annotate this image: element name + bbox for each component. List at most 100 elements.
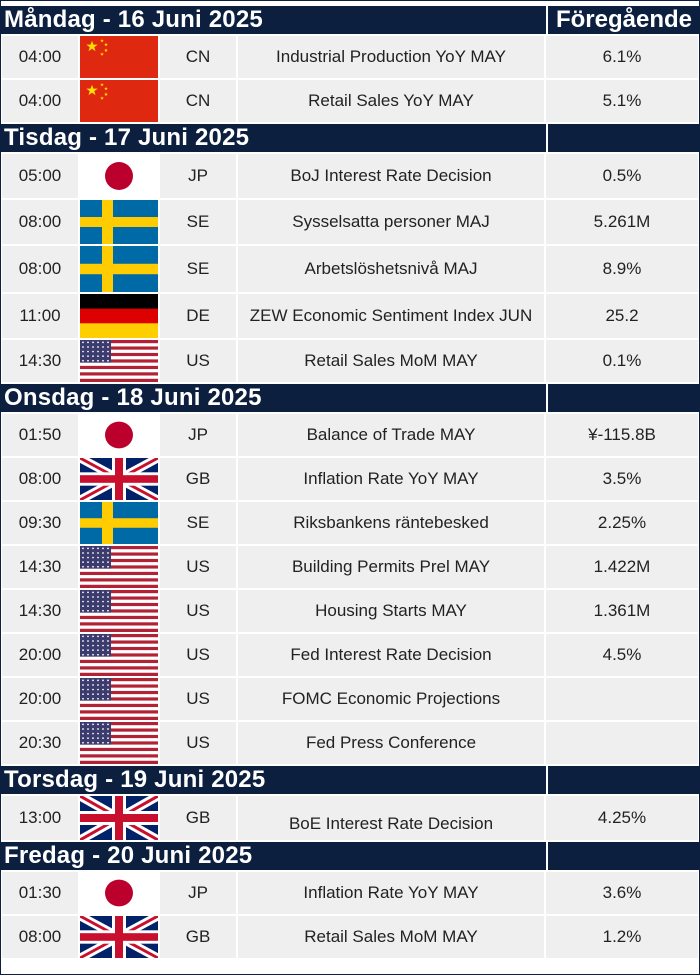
previous-column-header — [546, 124, 700, 152]
country-code: US — [160, 634, 236, 676]
event-name: BoE Interest Rate Decision — [238, 796, 544, 840]
previous-column-header — [546, 384, 700, 412]
event-name: Fed Press Conference — [238, 722, 544, 764]
event-row: 13:00 GB BoE Interest Rate Decision 4.25% — [0, 796, 700, 840]
country-code: JP — [160, 154, 236, 198]
country-code: US — [160, 678, 236, 720]
event-row: 14:30 US Building Permits Prel MAY 1.422M — [0, 546, 700, 588]
event-time: 08:00 — [2, 200, 78, 244]
japan-flag-icon — [80, 154, 158, 198]
day-header: Onsdag - 18 Juni 2025 — [0, 384, 700, 412]
previous-value — [546, 722, 698, 764]
usa-flag-icon — [80, 634, 158, 676]
country-code: JP — [160, 414, 236, 456]
japan-flag-icon — [80, 414, 158, 456]
event-name: Arbetslöshetsnivå MAJ — [238, 246, 544, 292]
usa-flag-icon — [80, 546, 158, 588]
event-row: 14:30 US Retail Sales MoM MAY 0.1% — [0, 340, 700, 382]
japan-flag-icon — [80, 872, 158, 914]
event-time: 01:50 — [2, 414, 78, 456]
event-name: Riksbankens räntebesked — [238, 502, 544, 544]
sweden-flag-icon — [80, 200, 158, 244]
previous-value: 3.6% — [546, 872, 698, 914]
day-header: Torsdag - 19 Juni 2025 — [0, 766, 700, 794]
previous-value: 0.5% — [546, 154, 698, 198]
event-time: 04:00 — [2, 80, 78, 122]
event-time: 08:00 — [2, 246, 78, 292]
usa-flag-icon — [80, 340, 158, 382]
event-time: 09:30 — [2, 502, 78, 544]
previous-column-header — [546, 842, 700, 870]
country-code: SE — [160, 246, 236, 292]
country-code: US — [160, 590, 236, 632]
event-time: 20:30 — [2, 722, 78, 764]
germany-flag-icon — [80, 294, 158, 338]
event-name: Industrial Production YoY MAY — [238, 36, 544, 78]
sweden-flag-icon — [80, 246, 158, 292]
event-name: Balance of Trade MAY — [238, 414, 544, 456]
event-time: 14:30 — [2, 590, 78, 632]
event-row: 01:30 JP Inflation Rate YoY MAY 3.6% — [0, 872, 700, 914]
event-time: 08:00 — [2, 916, 78, 958]
event-name: FOMC Economic Projections — [238, 678, 544, 720]
usa-flag-icon — [80, 590, 158, 632]
event-time: 20:00 — [2, 678, 78, 720]
event-name: ZEW Economic Sentiment Index JUN — [238, 294, 544, 338]
previous-value: 1.361M — [546, 590, 698, 632]
event-name: Retail Sales MoM MAY — [238, 340, 544, 382]
event-time: 14:30 — [2, 340, 78, 382]
previous-column-header: Föregående — [546, 6, 700, 34]
event-name: Sysselsatta personer MAJ — [238, 200, 544, 244]
country-code: CN — [160, 36, 236, 78]
event-time: 05:00 — [2, 154, 78, 198]
day-label: Måndag - 16 Juni 2025 — [4, 6, 263, 33]
event-name: BoJ Interest Rate Decision — [238, 154, 544, 198]
country-code: US — [160, 722, 236, 764]
event-row: 08:00 GB Retail Sales MoM MAY 1.2% — [0, 916, 700, 958]
previous-value: 4.25% — [546, 796, 698, 840]
country-code: DE — [160, 294, 236, 338]
event-row: 11:00 DE ZEW Economic Sentiment Index JUN 2… — [0, 294, 700, 338]
previous-column-header — [546, 766, 700, 794]
event-row: 04:00 CN Industrial Production YoY MAY 6.1% — [0, 36, 700, 78]
country-code: CN — [160, 80, 236, 122]
china-flag-icon — [80, 36, 158, 78]
event-time: 08:00 — [2, 458, 78, 500]
previous-value: 4.5% — [546, 634, 698, 676]
previous-value — [546, 678, 698, 720]
previous-value: 25.2 — [546, 294, 698, 338]
uk-flag-icon — [80, 916, 158, 958]
previous-value: 1.422M — [546, 546, 698, 588]
event-time: 14:30 — [2, 546, 78, 588]
previous-value: 1.2% — [546, 916, 698, 958]
china-flag-icon — [80, 80, 158, 122]
country-code: GB — [160, 458, 236, 500]
previous-value: 5.261M — [546, 200, 698, 244]
event-name: Building Permits Prel MAY — [238, 546, 544, 588]
previous-value: 5.1% — [546, 80, 698, 122]
day-label: Tisdag - 17 Juni 2025 — [4, 124, 250, 151]
day-label: Torsdag - 19 Juni 2025 — [4, 766, 266, 793]
event-row: 05:00 JP BoJ Interest Rate Decision 0.5% — [0, 154, 700, 198]
uk-flag-icon — [80, 796, 158, 840]
country-code: US — [160, 340, 236, 382]
event-row: 04:00 CN Retail Sales YoY MAY 5.1% — [0, 80, 700, 122]
country-code: US — [160, 546, 236, 588]
event-name: Inflation Rate YoY MAY — [238, 458, 544, 500]
event-row: 20:00 US FOMC Economic Projections — [0, 678, 700, 720]
event-time: 13:00 — [2, 796, 78, 840]
day-header: Fredag - 20 Juni 2025 — [0, 842, 700, 870]
event-row: 08:00 SE Sysselsatta personer MAJ 5.261M — [0, 200, 700, 244]
country-code: GB — [160, 796, 236, 840]
event-row: 01:50 JP Balance of Trade MAY ¥-115.8B — [0, 414, 700, 456]
event-time: 20:00 — [2, 634, 78, 676]
sweden-flag-icon — [80, 502, 158, 544]
event-row: 08:00 GB Inflation Rate YoY MAY 3.5% — [0, 458, 700, 500]
country-code: GB — [160, 916, 236, 958]
usa-flag-icon — [80, 678, 158, 720]
previous-value: 2.25% — [546, 502, 698, 544]
event-row: 20:00 US Fed Interest Rate Decision 4.5% — [0, 634, 700, 676]
event-row: 14:30 US Housing Starts MAY 1.361M — [0, 590, 700, 632]
event-name: Inflation Rate YoY MAY — [238, 872, 544, 914]
